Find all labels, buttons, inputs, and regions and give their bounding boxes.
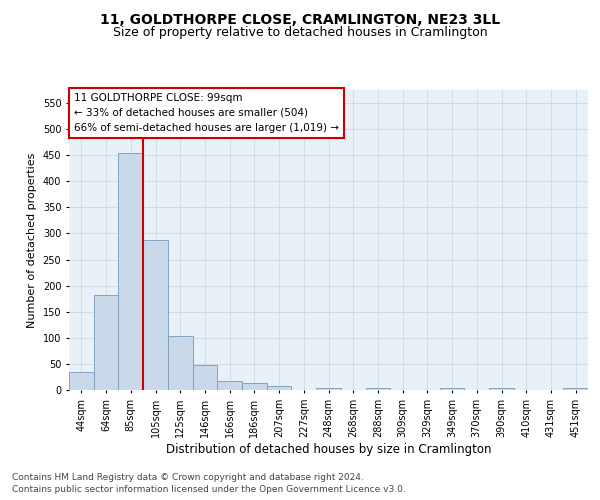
Bar: [365, 388, 390, 390]
Text: 11 GOLDTHORPE CLOSE: 99sqm
← 33% of detached houses are smaller (504)
66% of sem: 11 GOLDTHORPE CLOSE: 99sqm ← 33% of deta…: [74, 93, 339, 132]
Bar: [193, 365, 217, 390]
Text: 11, GOLDTHORPE CLOSE, CRAMLINGTON, NE23 3LL: 11, GOLDTHORPE CLOSE, CRAMLINGTON, NE23 …: [100, 12, 500, 26]
X-axis label: Distribution of detached houses by size in Cramlington: Distribution of detached houses by size …: [166, 442, 491, 456]
Bar: [316, 388, 341, 390]
Bar: [69, 372, 94, 390]
Bar: [94, 294, 118, 390]
Text: Contains public sector information licensed under the Open Government Licence v3: Contains public sector information licen…: [12, 485, 406, 494]
Text: Contains HM Land Registry data © Crown copyright and database right 2024.: Contains HM Land Registry data © Crown c…: [12, 472, 364, 482]
Bar: [440, 388, 464, 390]
Y-axis label: Number of detached properties: Number of detached properties: [27, 152, 37, 328]
Bar: [267, 386, 292, 390]
Bar: [143, 240, 168, 390]
Bar: [217, 380, 242, 390]
Bar: [242, 383, 267, 390]
Text: Size of property relative to detached houses in Cramlington: Size of property relative to detached ho…: [113, 26, 487, 39]
Bar: [563, 388, 588, 390]
Bar: [118, 152, 143, 390]
Bar: [489, 388, 514, 390]
Bar: [168, 336, 193, 390]
